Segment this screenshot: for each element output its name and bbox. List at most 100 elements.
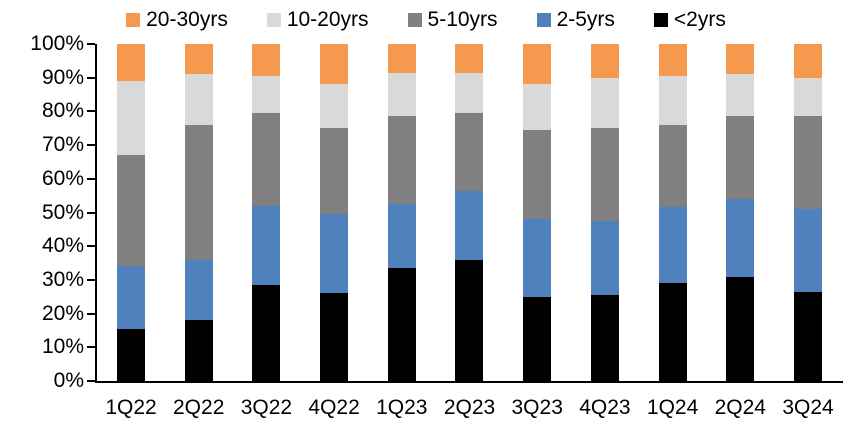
bar-segment-under-2yrs	[320, 293, 349, 381]
bar-segment-2-5yrs	[590, 220, 619, 296]
bar-segment-5-10yrs	[387, 116, 416, 205]
bar-segment-20-30yrs	[658, 44, 687, 77]
y-axis-tick-label: 90%	[41, 65, 84, 89]
x-axis-line	[95, 381, 843, 383]
bar-segment-10-20yrs	[658, 76, 687, 125]
bar-segment-20-30yrs	[387, 44, 416, 73]
bar-segment-5-10yrs	[455, 113, 484, 191]
bar-segment-10-20yrs	[726, 74, 755, 117]
bar-segment-10-20yrs	[387, 72, 416, 117]
y-axis-tick-mark	[87, 312, 95, 315]
bar-segment-2-5yrs	[793, 209, 822, 292]
legend-swatch-icon	[266, 13, 281, 27]
y-axis-line	[95, 44, 97, 383]
bar-segment-under-2yrs	[387, 268, 416, 381]
y-axis-tick-label: 40%	[41, 234, 84, 258]
bar-segment-2-5yrs	[455, 190, 484, 260]
legend-item-1: 10-20yrs	[266, 7, 369, 33]
x-axis-tick-label-3Q23: 3Q23	[511, 396, 563, 419]
bar-segment-20-30yrs	[320, 44, 349, 85]
x-axis-tick-label-2Q24: 2Q24	[714, 396, 766, 419]
bar-3Q22	[252, 44, 281, 381]
bar-segment-20-30yrs	[252, 44, 281, 77]
bar-segment-20-30yrs	[184, 44, 213, 75]
x-axis-tick-label-3Q22: 3Q22	[240, 396, 293, 419]
legend-label: 5-10yrs	[427, 8, 498, 31]
bar-segment-20-30yrs	[523, 44, 552, 85]
bar-4Q22	[320, 44, 349, 381]
bar-segment-2-5yrs	[726, 199, 755, 277]
y-axis-tick-mark	[87, 278, 95, 281]
x-axis-tick-label-4Q22: 4Q22	[308, 396, 360, 419]
bar-segment-5-10yrs	[590, 128, 619, 221]
y-axis-tick-label: 60%	[41, 166, 84, 190]
legend-item-3: 2-5yrs	[536, 7, 615, 33]
x-axis-tick-label-2Q23: 2Q23	[443, 396, 496, 419]
bar-1Q24	[658, 44, 687, 381]
bar-segment-10-20yrs	[793, 77, 822, 117]
bar-segment-20-30yrs	[793, 44, 822, 78]
y-axis-tick-label: 10%	[41, 335, 84, 359]
bar-segment-20-30yrs	[117, 44, 145, 82]
bar-3Q23	[523, 44, 552, 381]
bar-segment-10-20yrs	[117, 81, 145, 156]
y-axis-tick-mark	[87, 245, 95, 248]
bar-segment-under-2yrs	[184, 320, 213, 381]
bar-segment-10-20yrs	[590, 77, 619, 129]
bar-segment-under-2yrs	[117, 328, 145, 381]
bar-segment-10-20yrs	[455, 72, 484, 114]
bar-segment-5-10yrs	[252, 113, 281, 206]
bar-segment-2-5yrs	[523, 219, 552, 297]
x-axis-tick-label-1Q22: 1Q22	[105, 396, 157, 419]
bar-2Q22	[184, 44, 213, 381]
bar-segment-2-5yrs	[387, 204, 416, 269]
bar-segment-20-30yrs	[455, 44, 484, 73]
bar-segment-5-10yrs	[184, 124, 213, 260]
y-axis-tick-mark	[87, 76, 95, 79]
legend-item-4: <2yrs	[653, 7, 726, 33]
legend-label: <2yrs	[673, 8, 726, 31]
bar-segment-2-5yrs	[252, 205, 281, 285]
legend-swatch-icon	[126, 13, 141, 27]
bar-segment-20-30yrs	[726, 44, 755, 75]
y-axis-tick-label: 80%	[41, 99, 84, 123]
legend-swatch-icon	[407, 13, 422, 27]
chart-legend: 20-30yrs 10-20yrs 5-10yrs 2-5yrs <2yrs	[0, 7, 852, 33]
bar-segment-under-2yrs	[793, 291, 822, 381]
bar-segment-10-20yrs	[252, 76, 281, 114]
legend-label: 2-5yrs	[556, 8, 615, 31]
bar-segment-10-20yrs	[523, 84, 552, 130]
y-axis-tick-mark	[87, 110, 95, 113]
x-axis-tick-label-1Q24: 1Q24	[646, 396, 699, 419]
bar-1Q23	[387, 44, 416, 381]
bars-container	[95, 44, 843, 381]
y-axis-tick-mark	[87, 380, 95, 382]
bar-segment-2-5yrs	[117, 266, 145, 329]
bar-4Q23	[590, 44, 619, 381]
x-axis-tick-label-2Q22: 2Q22	[173, 396, 225, 419]
bar-segment-2-5yrs	[184, 259, 213, 321]
y-axis-tick-mark	[87, 211, 95, 214]
y-axis-tick-label: 20%	[41, 301, 84, 325]
bar-segment-under-2yrs	[590, 295, 619, 381]
bar-segment-5-10yrs	[726, 116, 755, 200]
bar-segment-20-30yrs	[590, 44, 619, 78]
legend-swatch-icon	[653, 13, 668, 27]
y-axis-tick-mark	[87, 43, 95, 45]
x-axis-tick-label-1Q23: 1Q23	[376, 396, 428, 419]
bar-segment-2-5yrs	[658, 207, 687, 284]
y-axis-tick-label: 30%	[41, 267, 84, 291]
y-axis-tick-mark	[87, 177, 95, 180]
bar-segment-5-10yrs	[320, 128, 349, 215]
x-axis-tick-label-3Q24: 3Q24	[782, 396, 834, 419]
y-axis-tick-mark	[87, 346, 95, 349]
y-axis-tick-label: 100%	[30, 32, 84, 55]
bar-segment-5-10yrs	[658, 124, 687, 208]
x-axis-tick-label-4Q23: 4Q23	[579, 396, 631, 419]
bar-segment-5-10yrs	[523, 129, 552, 220]
bar-segment-under-2yrs	[455, 259, 484, 381]
bar-3Q24	[793, 44, 822, 381]
legend-label: 10-20yrs	[286, 8, 369, 31]
bar-segment-5-10yrs	[117, 155, 145, 267]
